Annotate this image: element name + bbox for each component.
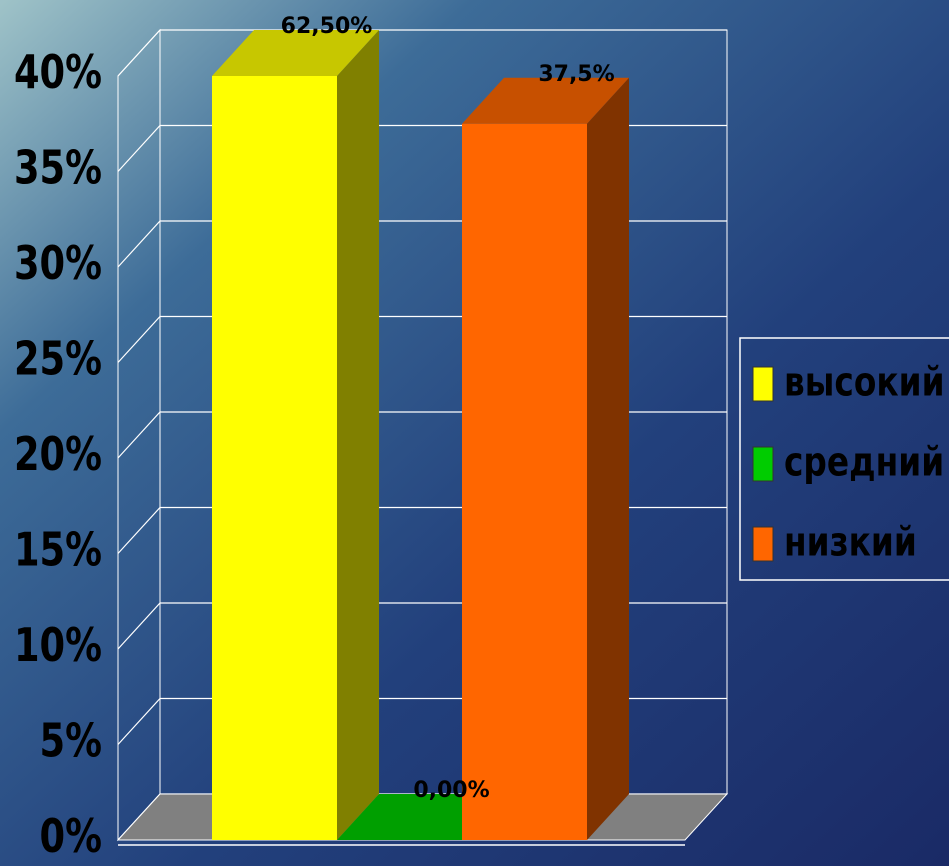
y-tick-label: 30% [14,236,102,290]
y-tick-label: 10% [14,618,102,672]
legend-swatch [752,446,774,482]
bar-side [587,77,629,840]
legend-label: высокий [784,358,945,405]
y-tick-label: 5% [40,714,102,768]
bar [212,76,337,840]
legend-swatch [752,366,774,402]
legend-label: средний [784,438,944,485]
y-tick-label: 15% [14,523,102,577]
y-tick-label: 0% [40,809,102,863]
y-tick-label: 40% [14,45,102,99]
bar-top [212,30,379,76]
plot-area [116,28,729,846]
y-tick-label: 25% [14,332,102,386]
bar-side [337,30,379,840]
y-tick-label: 20% [14,427,102,481]
bar [462,123,587,840]
data-label: 0,00% [413,778,489,803]
data-label: 37,5% [538,62,614,87]
data-label: 62,50% [281,14,373,39]
legend-label: низкий [784,518,917,565]
grid-line [117,29,727,77]
legend-swatch [752,526,774,562]
legend-box [739,337,949,581]
bar-top [462,77,629,124]
y-tick-label: 35% [14,141,102,195]
